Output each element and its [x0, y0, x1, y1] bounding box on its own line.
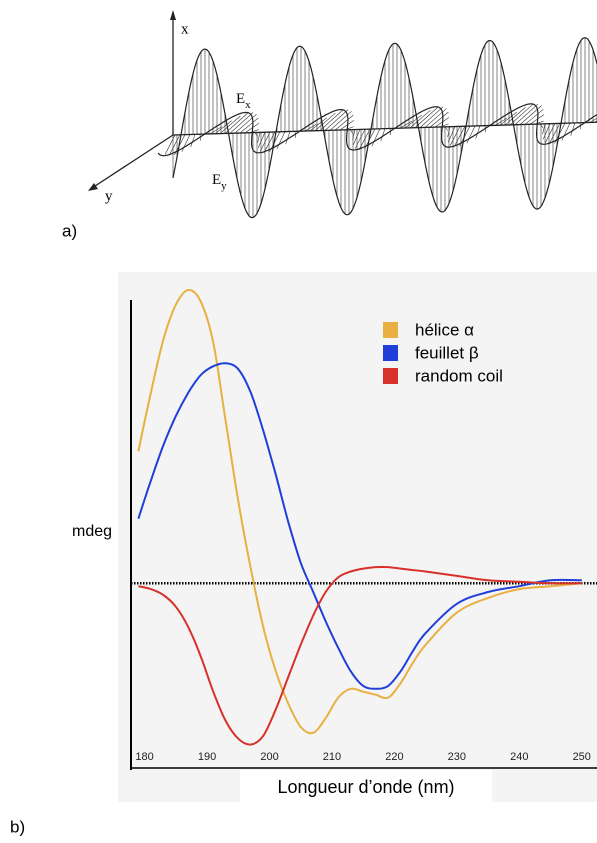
hatch: [447, 126, 456, 143]
hatch: [449, 126, 461, 146]
hatch: [529, 114, 545, 125]
x-tick-label: 180: [135, 751, 153, 763]
hatch: [314, 112, 336, 131]
hatch: [257, 132, 266, 148]
hatch: [542, 123, 551, 140]
hatch: [514, 103, 539, 125]
series-line: [137, 288, 582, 735]
hatch: [504, 107, 526, 126]
wave-ey: [157, 103, 597, 157]
hatch: [544, 123, 556, 143]
hatch: [409, 109, 431, 129]
hatch: [181, 134, 191, 152]
hatch: [324, 109, 349, 131]
hatch: [509, 104, 533, 126]
hatch: [358, 128, 371, 151]
wave-ex: [172, 37, 597, 219]
hatch: [424, 108, 447, 128]
panel-label: b): [10, 817, 25, 836]
hatch: [285, 131, 291, 145]
hatch: [404, 114, 422, 129]
hatch: [499, 111, 517, 126]
series-line: [138, 565, 582, 746]
hatch: [524, 109, 544, 125]
x-tick-label: 210: [323, 751, 341, 763]
subscript: y: [221, 180, 227, 192]
hatch: [519, 105, 542, 125]
arrow-head: [88, 183, 98, 191]
field-label: Ex: [236, 91, 251, 110]
hatch: [259, 131, 271, 152]
axis-label: y: [105, 188, 113, 204]
hatch: [414, 107, 438, 128]
hatch: [164, 134, 176, 155]
hatch: [380, 128, 386, 142]
hatch: [190, 134, 196, 147]
hatch: [334, 114, 354, 131]
hatch: [214, 120, 232, 134]
hatch: [229, 112, 254, 134]
hatch: [466, 125, 476, 144]
hatch: [570, 122, 576, 136]
legend-swatch: [383, 322, 398, 338]
hatch: [219, 115, 241, 134]
hatch: [239, 117, 259, 134]
hatch: [224, 112, 248, 134]
legend-label: random coil: [415, 366, 503, 385]
hatch: [339, 120, 355, 131]
x-axis-label: Longueur d’onde (nm): [277, 777, 454, 797]
hatch: [276, 131, 286, 150]
x-tick-label: 250: [573, 751, 591, 763]
series-line: [137, 362, 582, 690]
x-tick-label: 240: [510, 751, 528, 763]
symbol: E: [212, 172, 221, 188]
hatch: [429, 111, 449, 128]
x-tick-label: 220: [385, 751, 403, 763]
legend-swatch: [383, 368, 398, 384]
hatch: [453, 126, 466, 148]
hatch: [234, 113, 257, 134]
hatch: [168, 134, 181, 156]
hatch: [475, 125, 481, 139]
hatch: [244, 122, 260, 134]
plot: 180 190 200 210 220 230 240 250 hélice α feuillet…: [130, 288, 597, 770]
y-axis-arrow: [91, 134, 174, 189]
x-tick-label: 200: [260, 751, 278, 763]
legend-label: hélice α: [415, 320, 474, 339]
hatch: [263, 131, 276, 153]
hatch: [352, 129, 361, 146]
x-tick-label: 190: [198, 751, 216, 763]
hatch: [589, 117, 597, 123]
hatch: [209, 126, 222, 135]
field-label: Ey: [212, 172, 227, 191]
x-label-box: [240, 770, 492, 804]
subscript: x: [245, 99, 251, 111]
hatch: [548, 123, 561, 145]
wave-diagram: x y Ex Ey: [88, 10, 597, 219]
legend-swatch: [383, 345, 398, 361]
panel-label: a): [62, 221, 77, 240]
hatch: [447, 126, 451, 138]
hatch: [319, 110, 343, 131]
hatch: [399, 120, 412, 129]
arrow-head: [170, 10, 176, 20]
legend-label: feuillet β: [415, 343, 479, 362]
x-tick-label: 230: [448, 751, 466, 763]
chart-background: [118, 272, 597, 802]
hatch: [434, 117, 450, 128]
hatch: [419, 106, 444, 128]
symbol: E: [236, 91, 245, 107]
hatch: [257, 132, 261, 143]
hatch: [371, 128, 381, 147]
hatch: [304, 123, 317, 132]
hatch: [352, 129, 356, 140]
hatch: [329, 111, 352, 131]
y-axis-label: mdeg: [72, 523, 112, 540]
propagation-axis: [172, 121, 597, 136]
hatch: [561, 122, 571, 141]
axis-label: x: [181, 21, 189, 37]
hatch: [542, 123, 546, 135]
hatch: [354, 129, 366, 149]
